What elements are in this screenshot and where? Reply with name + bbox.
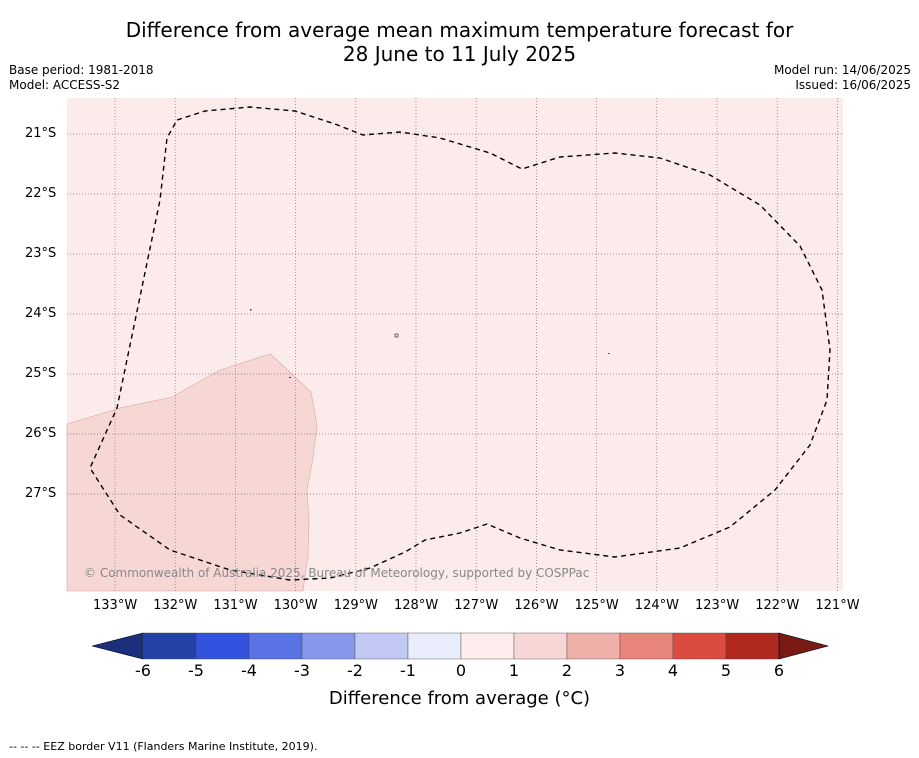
colorbar-tick-label: -3 [294,661,310,680]
lon-label: 127°W [454,598,499,613]
colorbar [91,632,830,660]
colorbar-segment [460,632,515,660]
chart-title: Difference from average mean maximum tem… [0,18,919,66]
colorbar-segment [566,632,621,660]
colorbar-segment [619,632,674,660]
colorbar-tick-label: 1 [508,661,520,680]
colorbar-tick-label: 3 [614,661,626,680]
colorbar-high-extend [778,632,830,660]
lat-label: 24°S [25,306,57,321]
gridlines [67,98,843,591]
colorbar-tick-label: -1 [400,661,416,680]
lon-label: 130°W [273,598,318,613]
colorbar-segment [354,632,409,660]
lon-label: 132°W [153,598,198,613]
title-line-1: Difference from average mean maximum tem… [125,18,794,42]
lat-label: 25°S [25,366,57,381]
lon-label: 129°W [333,598,378,613]
lon-label: 128°W [394,598,439,613]
colorbar-tick-label: -6 [135,661,151,680]
meta-left: Base period: 1981-2018 Model: ACCESS-S2 [9,63,154,93]
lon-label: 133°W [93,598,138,613]
lon-label: 123°W [695,598,740,613]
colorbar-tick-label: -2 [347,661,363,680]
meta-right: Model run: 14/06/2025 Issued: 16/06/2025 [774,63,911,93]
eez-border [89,106,831,581]
lat-label: 21°S [25,126,57,141]
lon-label: 121°W [815,598,860,613]
colorbar-segment [142,632,197,660]
lat-label: 27°S [25,486,57,501]
colorbar-tick-label: 5 [720,661,732,680]
lon-label: 125°W [574,598,619,613]
lon-label: 124°W [634,598,679,613]
colorbar-segment [248,632,303,660]
eez-footnote: -- -- -- EEZ border V11 (Flanders Marine… [9,740,318,753]
colorbar-tick-label: -5 [188,661,204,680]
issued-date: Issued: 16/06/2025 [795,78,911,92]
model-name: Model: ACCESS-S2 [9,78,121,92]
colorbar-segment [672,632,727,660]
base-period: Base period: 1981-2018 [9,63,154,77]
colorbar-segment [301,632,356,660]
colorbar-tick-label: 0 [455,661,467,680]
colorbar-tick-label: -4 [241,661,257,680]
colorbar-segment [407,632,462,660]
model-run: Model run: 14/06/2025 [773,63,911,77]
colorbar-segment [195,632,250,660]
lat-label: 22°S [25,186,57,201]
lon-label: 126°W [514,598,559,613]
colorbar-segment [513,632,568,660]
lat-label: 23°S [25,246,57,261]
colorbar-tick-label: 2 [561,661,573,680]
colorbar-segment [725,632,780,660]
colorbar-low-extend [91,632,144,660]
title-line-2: 28 June to 11 July 2025 [342,42,577,66]
colorbar-label: Difference from average (°C) [328,688,591,709]
colorbar-tick-label: 6 [773,661,785,680]
lon-label: 122°W [755,598,800,613]
colorbar-tick-label: 4 [667,661,679,680]
copyright-text: © Commonwealth of Australia 2025, Bureau… [84,566,589,580]
small-islands [250,309,610,378]
lon-label: 131°W [213,598,258,613]
lat-label: 26°S [25,426,57,441]
